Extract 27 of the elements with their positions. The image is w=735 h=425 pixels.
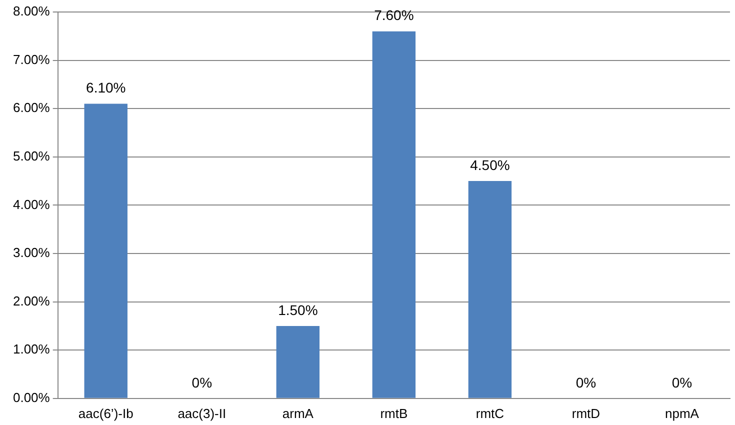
- data-label: 6.10%: [86, 80, 126, 96]
- data-label: 0%: [576, 374, 596, 390]
- y-tick-label: 1.00%: [12, 342, 50, 357]
- y-tick-label: 8.00%: [12, 4, 50, 19]
- x-tick-label: aac(6’)-Ib: [78, 406, 134, 421]
- x-tick-label: rmtD: [572, 406, 600, 421]
- data-label: 4.50%: [470, 156, 510, 173]
- y-tick-label: 5.00%: [12, 148, 50, 164]
- x-tick-label: rmtC: [476, 406, 504, 421]
- x-tick-label: aac(3)-II: [178, 406, 226, 421]
- y-tick-label: 2.00%: [12, 293, 50, 308]
- x-tick-label: npmA: [665, 406, 700, 421]
- data-label: 1.50%: [278, 302, 318, 318]
- data-label: 0%: [192, 374, 212, 390]
- y-tick-label: 4.00%: [12, 196, 50, 212]
- bar: [84, 104, 128, 398]
- y-tick-label: 3.00%: [12, 245, 50, 260]
- bar: [468, 181, 512, 398]
- data-label: 0%: [672, 374, 692, 390]
- bar: [372, 31, 416, 398]
- data-label: 7.60%: [374, 7, 414, 24]
- y-tick-label: 0.00%: [12, 390, 50, 405]
- bar: [276, 326, 320, 398]
- y-tick-label: 6.00%: [12, 100, 50, 116]
- x-tick-label: rmtB: [380, 406, 408, 421]
- x-tick-label: armA: [282, 406, 314, 421]
- y-tick-label: 7.00%: [12, 52, 50, 67]
